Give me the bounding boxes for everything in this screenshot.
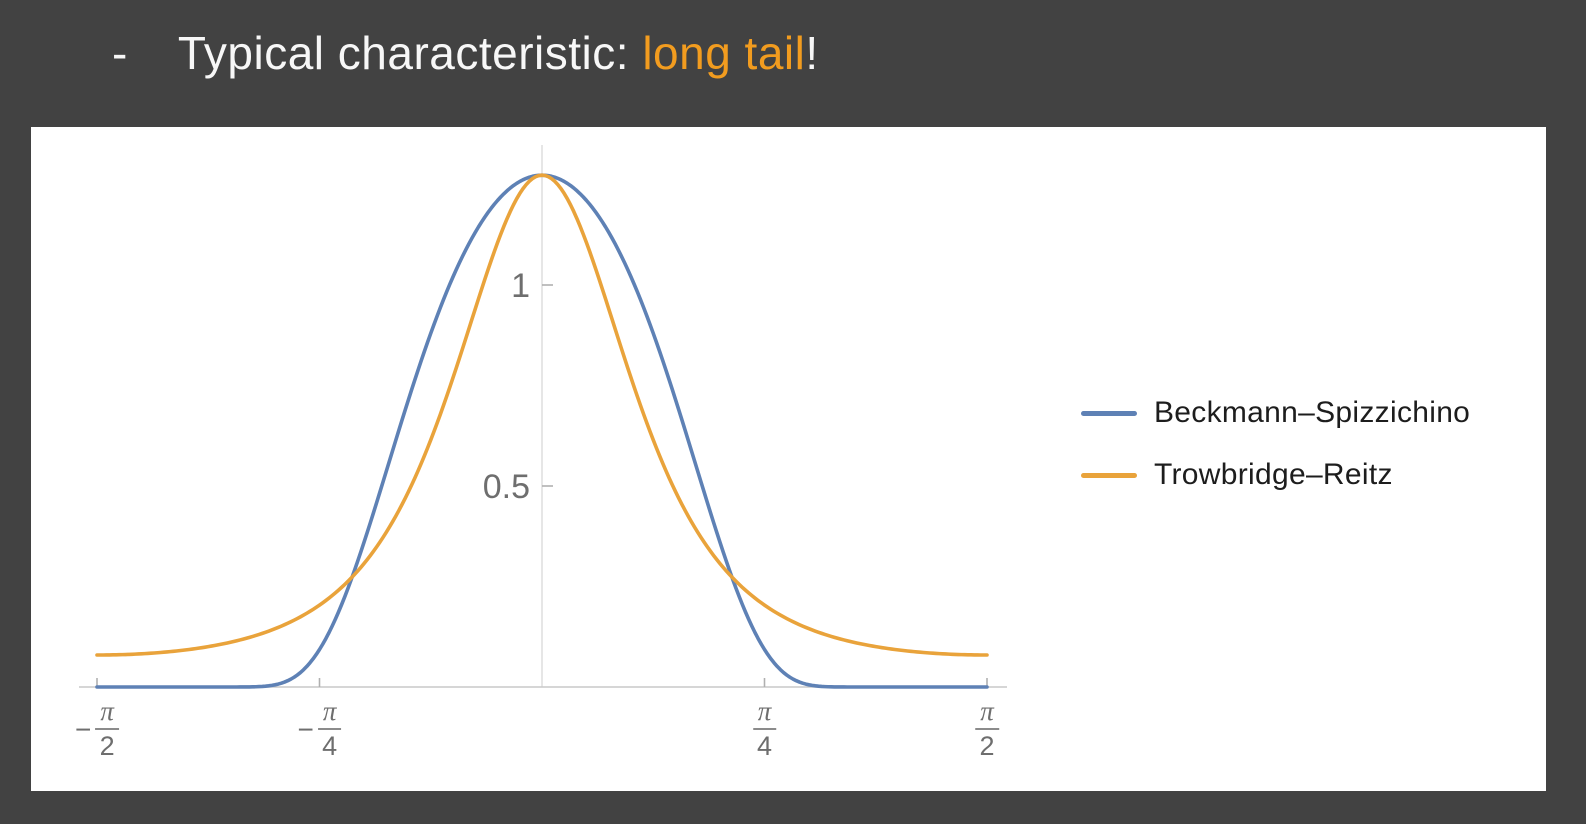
headline-plain: Typical characteristic: (177, 27, 643, 79)
plot-canvas (79, 145, 1007, 689)
minus-sign: − (75, 713, 92, 745)
legend-swatch-beckmann (1081, 410, 1137, 416)
x-tick-label: − π 2 (75, 698, 119, 762)
minus-sign: − (297, 713, 314, 745)
fraction-numerator: π (975, 698, 999, 730)
y-tick-label: 1 (511, 267, 530, 305)
bullet-dash: - (112, 27, 128, 79)
fraction-denominator: 4 (322, 731, 338, 761)
legend-item: Trowbridge–Reitz (1081, 458, 1470, 492)
headline-highlight: long tail (642, 27, 806, 79)
fraction-denominator: 2 (979, 731, 995, 761)
chart-panel: − π 2− π 4 π 4 π 2 0.5 1 Beckmann–Spizzichino Trowb… (31, 127, 1546, 791)
headline-suffix: ! (805, 27, 819, 79)
fraction-denominator: 2 (99, 731, 115, 761)
fraction-denominator: 4 (756, 731, 773, 761)
legend-label: Trowbridge–Reitz (1154, 458, 1393, 491)
curve-trowbridge-reitz (95, 173, 989, 657)
fraction-numerator: π (95, 698, 119, 730)
legend-item: Beckmann–Spizzichino (1081, 396, 1470, 430)
legend-swatch-trowbridge-reitz (1081, 472, 1137, 478)
headline-text: Typical characteristic: long tail! (178, 26, 819, 80)
x-tick-label: − π 4 (298, 698, 342, 762)
bullet-headline: - Typical characteristic: long tail! (112, 26, 819, 80)
legend-label: Beckmann–Spizzichino (1154, 396, 1471, 429)
fraction-numerator: π (317, 698, 342, 730)
legend: Beckmann–Spizzichino Trowbridge–Reitz (1081, 396, 1470, 492)
y-tick-label: 0.5 (482, 468, 530, 506)
fraction-numerator: π (752, 698, 777, 730)
